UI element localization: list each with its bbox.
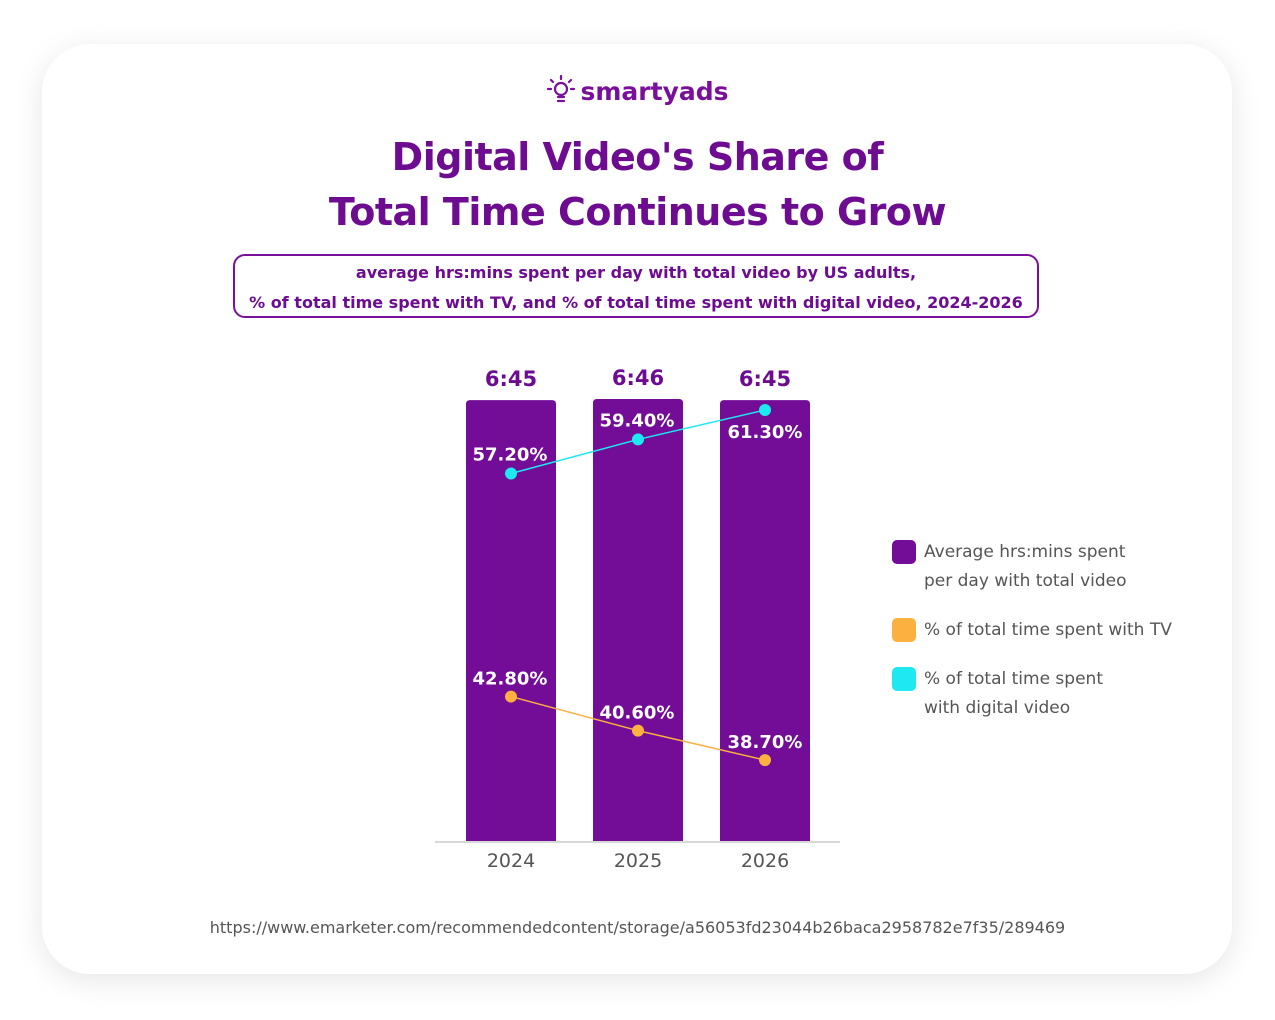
legend-label: per day with total video [924, 571, 1127, 591]
legend-swatch [892, 540, 916, 564]
x-tick-label: 2025 [614, 850, 662, 872]
data-point [505, 467, 517, 480]
legend-swatch [892, 618, 916, 642]
brand-logo: smartyads [0, 74, 1275, 106]
x-tick-label: 2024 [487, 850, 535, 872]
bar-value-label: 6:46 [612, 366, 664, 390]
data-label: 59.40% [600, 410, 675, 431]
legend-label: % of total time spent with TV [924, 620, 1172, 640]
lightbulb-icon [547, 74, 576, 103]
data-label: 61.30% [728, 422, 803, 443]
legend-item-digital: % of total time spent with digital video [892, 665, 1172, 723]
source-url: https://www.emarketer.com/recommendedcon… [209, 918, 1066, 937]
data-point [632, 433, 644, 446]
subtitle-line-1: average hrs:mins spent per day with tota… [355, 263, 917, 282]
title-line-1: Digital Video's Share of [391, 135, 884, 179]
data-label: 40.60% [600, 703, 675, 724]
data-label: 57.20% [473, 445, 548, 466]
data-label: 38.70% [728, 732, 803, 753]
title-line-2: Total Time Continues to Grow [328, 190, 947, 234]
legend-label: with digital video [924, 698, 1071, 718]
brand-name: smartyads [580, 77, 729, 106]
data-point [505, 690, 517, 703]
bar [593, 399, 683, 841]
legend: Average hrs:mins spent per day with total… [892, 538, 1172, 743]
bar-value-label: 6:45 [739, 367, 791, 391]
data-point [759, 404, 771, 416]
bar [720, 400, 810, 841]
legend-swatch [892, 667, 916, 691]
data-label: 42.80% [473, 669, 548, 690]
bar-value-label: 6:45 [485, 367, 537, 391]
chart-title: Digital Video's Share of Total Time Cont… [0, 130, 1275, 240]
legend-item-bar: Average hrs:mins spent per day with total… [892, 538, 1172, 596]
subtitle-line-2: % of total time spent with TV, and % of … [249, 293, 1023, 312]
data-point [759, 754, 771, 767]
chart-subtitle: average hrs:mins spent per day with tota… [233, 254, 1039, 318]
bar [466, 400, 556, 841]
data-point [632, 724, 644, 737]
legend-item-tv: % of total time spent with TV [892, 616, 1172, 645]
x-tick-label: 2026 [741, 850, 789, 872]
legend-label: % of total time spent [924, 669, 1103, 689]
legend-label: Average hrs:mins spent [924, 542, 1126, 562]
